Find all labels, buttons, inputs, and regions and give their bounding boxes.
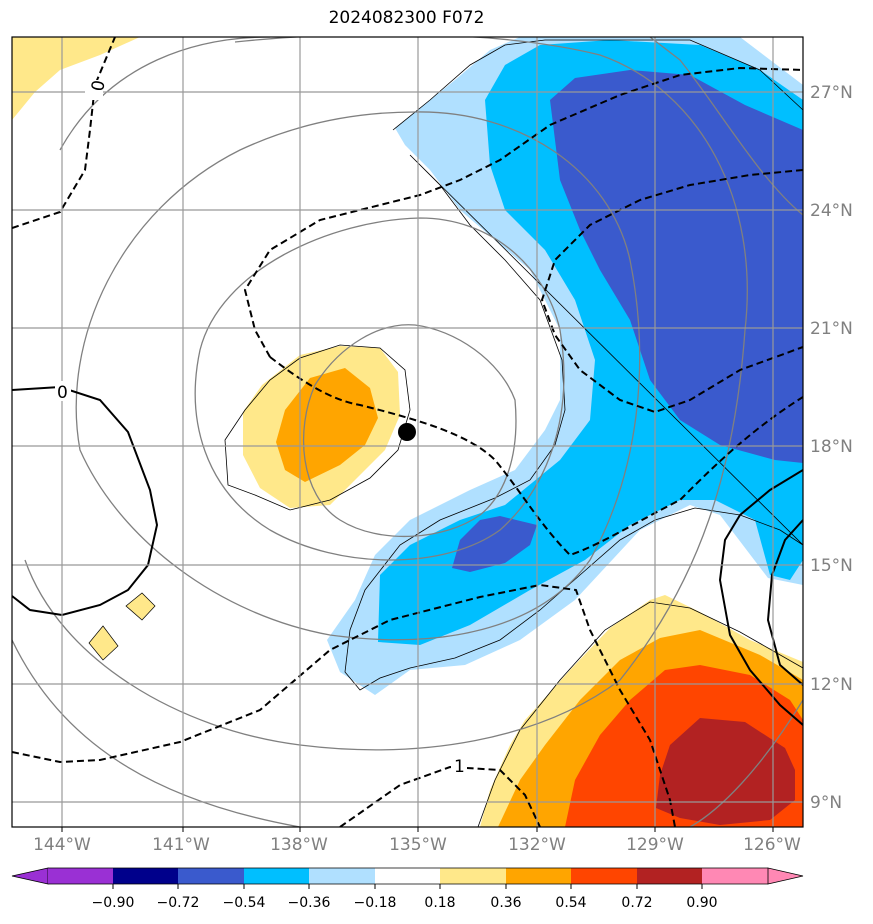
colorbar-tick-4: −0.18: [354, 895, 397, 911]
lat-label-18n: 18°N: [810, 437, 853, 457]
lon-label-144w: 144°W: [33, 835, 91, 855]
colorbar-seg-10: [702, 868, 768, 884]
colorbar-seg-7: [506, 868, 571, 884]
lon-label-132w: 132°W: [508, 835, 566, 855]
colorbar-seg-8: [571, 868, 637, 884]
solid-contours: [12, 385, 803, 726]
colorbar-seg-5: [375, 868, 440, 884]
colorbar-tick-1: −0.72: [157, 895, 200, 911]
lon-label-138w: 138°W: [270, 835, 328, 855]
colorbar-extend-low: [11, 867, 49, 885]
colorbar-tick-0: −0.90: [92, 895, 135, 911]
colorbar-tick-6: 0.36: [490, 895, 521, 911]
colorbar-tick-8: 0.72: [621, 895, 652, 911]
shade-yellow-nw: [12, 37, 140, 120]
colorbar-seg-6: [440, 868, 506, 884]
lon-label-129w: 129°W: [626, 835, 684, 855]
colorbar-seg-0: [48, 868, 113, 884]
colorbar-tick-7: 0.54: [555, 895, 586, 911]
map-frame: [11, 36, 804, 828]
dashed-contours: [12, 37, 803, 827]
shade-firebrick-se: [656, 718, 795, 825]
lon-label-126w: 126°W: [743, 835, 801, 855]
shade-yellow-diamond-2: [88, 625, 119, 661]
lat-label-12n: 12°N: [810, 675, 853, 695]
lon-label-141w: 141°W: [152, 835, 210, 855]
colorbar-tick-9: 0.90: [686, 895, 717, 911]
contour-label-0-west: 0: [57, 383, 68, 403]
graticule: [12, 37, 803, 827]
shade-yellow-diamond-1: [125, 592, 156, 621]
colorbar: −0.90 −0.72 −0.54 −0.36 −0.18 0.18 0.36 …: [11, 867, 804, 911]
lat-label-9n: 9°N: [810, 793, 842, 813]
shade-royal-blue-north: [550, 70, 803, 463]
thin-outline-warm-center: [224, 344, 411, 511]
storm-center-dot[interactable]: [398, 423, 416, 441]
shade-orange-center: [276, 368, 378, 482]
contour-label-0-north: 0: [88, 79, 110, 93]
contour-label-1-south: 1: [454, 757, 465, 777]
thin-outline-warm-se: [477, 601, 803, 827]
gray-contours: [12, 37, 803, 827]
colorbar-tick-5: 0.18: [424, 895, 455, 911]
shade-royal-blue-south: [452, 516, 537, 572]
colorbar-tick-3: −0.36: [288, 895, 331, 911]
thin-outline-blue: [344, 39, 803, 691]
colorbar-seg-2: [178, 868, 244, 884]
lat-label-15n: 15°N: [810, 556, 853, 576]
map-plot-area: [12, 37, 803, 827]
lon-label-135w: 135°W: [389, 835, 447, 855]
lat-label-24n: 24°N: [810, 201, 853, 221]
colorbar-seg-3: [244, 868, 309, 884]
lat-label-27n: 27°N: [810, 83, 853, 103]
axis-ticks: [61, 827, 774, 832]
colorbar-seg-9: [637, 868, 702, 884]
map-title: 2024082300 F072: [328, 8, 485, 28]
colorbar-tick-2: −0.54: [223, 895, 266, 911]
lat-label-21n: 21°N: [810, 319, 853, 339]
colorbar-extend-high: [767, 867, 804, 885]
colorbar-seg-4: [309, 868, 375, 884]
colorbar-seg-1: [113, 868, 178, 884]
